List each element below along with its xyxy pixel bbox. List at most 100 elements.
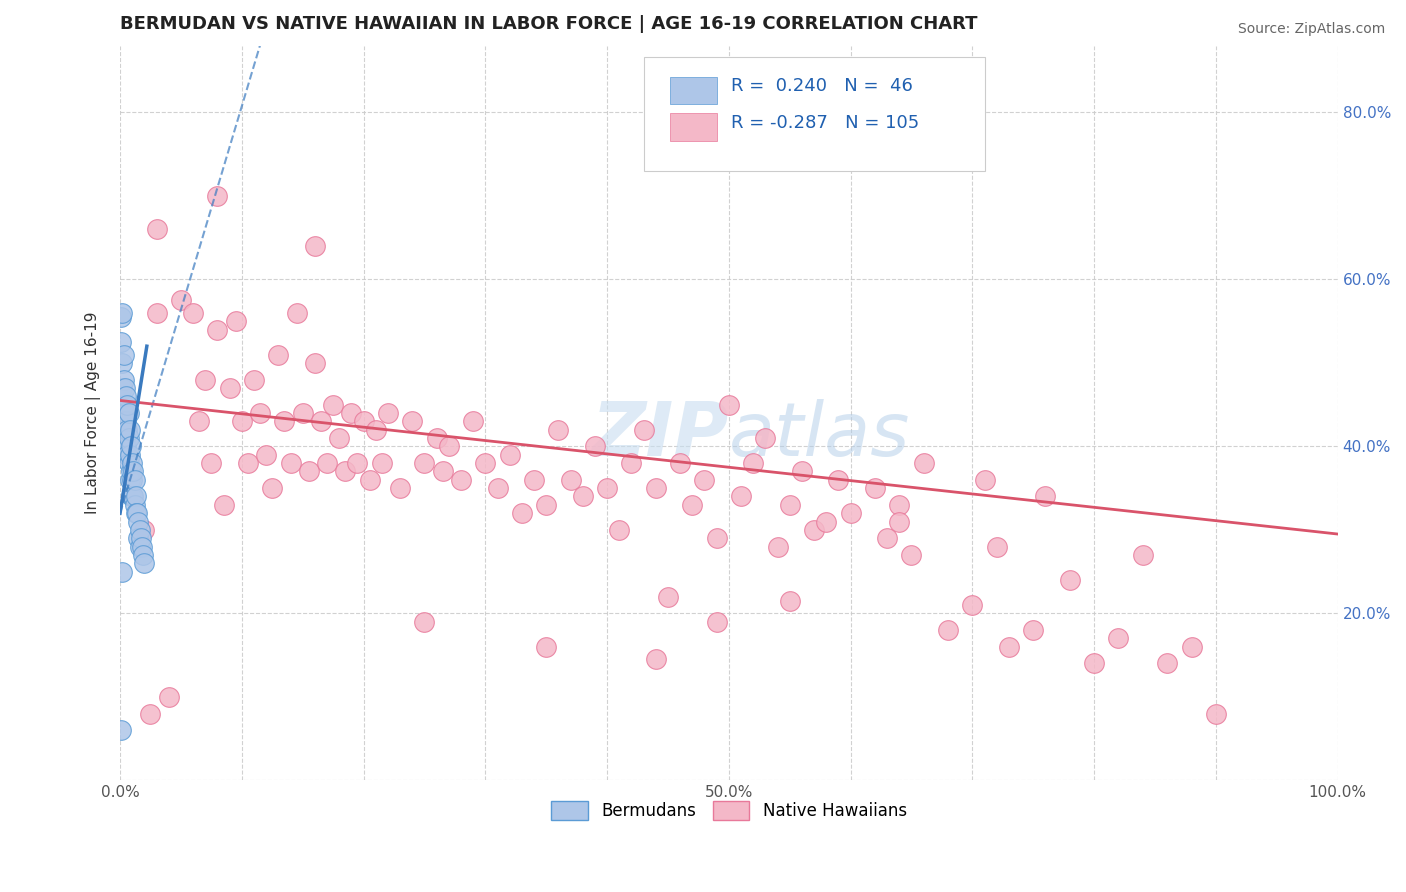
Point [125, 490, 148, 504]
Point [693, 473, 716, 487]
Point [912, 456, 935, 470]
Point [218, 381, 240, 395]
Point [110, 334, 132, 349]
Point [706, 615, 728, 629]
Point [207, 189, 229, 203]
Point [717, 398, 740, 412]
Point [267, 347, 290, 361]
Text: atlas: atlas [728, 399, 910, 471]
Point [766, 540, 789, 554]
Point [413, 615, 436, 629]
Point [1022, 623, 1045, 637]
Point [120, 439, 142, 453]
Point [986, 540, 1008, 554]
Point [510, 506, 533, 520]
Point [145, 222, 167, 236]
Point [121, 456, 143, 470]
FancyBboxPatch shape [644, 57, 984, 170]
Point [127, 506, 149, 520]
Point [207, 322, 229, 336]
Y-axis label: In Labor Force | Age 16-19: In Labor Force | Age 16-19 [86, 311, 101, 514]
Point [120, 490, 142, 504]
Point [657, 590, 679, 604]
Point [200, 456, 222, 470]
Point [779, 498, 801, 512]
Point [128, 540, 150, 554]
Point [779, 594, 801, 608]
Point [285, 306, 308, 320]
Point [139, 706, 162, 721]
Point [815, 515, 838, 529]
Legend: Bermudans, Native Hawaiians: Bermudans, Native Hawaiians [544, 795, 914, 827]
Point [353, 414, 375, 428]
Bar [671, 77, 717, 104]
Point [181, 306, 204, 320]
Point [681, 498, 703, 512]
Point [432, 464, 454, 478]
Point [730, 490, 752, 504]
Point [145, 306, 167, 320]
Point [111, 381, 134, 395]
Point [463, 414, 485, 428]
Point [157, 690, 180, 704]
Point [236, 456, 259, 470]
Point [114, 406, 136, 420]
Point [114, 431, 136, 445]
Point [534, 640, 557, 654]
Point [134, 556, 156, 570]
Point [117, 431, 139, 445]
Point [112, 398, 135, 412]
Point [122, 464, 145, 478]
Point [620, 456, 643, 470]
Text: ZIP: ZIP [592, 399, 728, 472]
Point [188, 414, 211, 428]
Point [371, 456, 394, 470]
Point [1132, 548, 1154, 562]
Point [127, 515, 149, 529]
Point [291, 406, 314, 420]
Point [998, 640, 1021, 654]
Point [134, 523, 156, 537]
Point [644, 652, 666, 666]
Point [112, 373, 135, 387]
Point [115, 439, 138, 453]
Point [571, 490, 593, 504]
Point [273, 414, 295, 428]
Point [243, 373, 266, 387]
Point [437, 439, 460, 453]
Point [1035, 490, 1057, 504]
Point [124, 498, 146, 512]
Point [120, 464, 142, 478]
Point [121, 490, 143, 504]
Point [706, 531, 728, 545]
Point [111, 306, 134, 320]
Point [117, 406, 139, 420]
Bar [671, 113, 717, 141]
Point [560, 473, 582, 487]
Point [389, 481, 412, 495]
Point [1205, 706, 1227, 721]
Point [322, 398, 344, 412]
Point [876, 531, 898, 545]
Point [212, 498, 235, 512]
Point [973, 473, 995, 487]
Point [225, 314, 247, 328]
Point [117, 448, 139, 462]
Point [117, 456, 139, 470]
Point [111, 565, 134, 579]
Text: R = -0.287   N = 105: R = -0.287 N = 105 [731, 114, 920, 132]
Point [118, 473, 141, 487]
Point [523, 473, 546, 487]
Point [254, 448, 277, 462]
Point [117, 423, 139, 437]
Point [474, 456, 496, 470]
Point [129, 531, 152, 545]
Point [127, 531, 149, 545]
Point [118, 423, 141, 437]
Point [1059, 573, 1081, 587]
Point [547, 423, 569, 437]
Point [304, 356, 326, 370]
Point [900, 548, 922, 562]
Point [669, 456, 692, 470]
Point [316, 456, 339, 470]
